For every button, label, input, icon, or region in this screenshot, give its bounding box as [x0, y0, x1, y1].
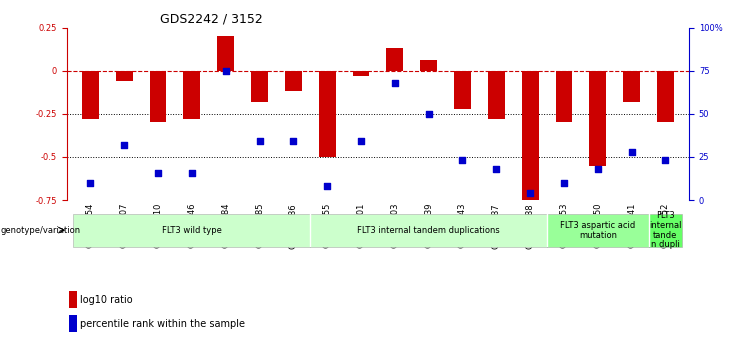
FancyBboxPatch shape	[73, 214, 310, 247]
FancyBboxPatch shape	[648, 214, 682, 247]
Bar	[319, 71, 336, 157]
Text: genotype/variation: genotype/variation	[1, 226, 81, 235]
Bar	[353, 71, 370, 76]
Point	[491, 166, 502, 172]
Bar	[657, 71, 674, 122]
Point	[422, 111, 434, 117]
FancyBboxPatch shape	[547, 214, 648, 247]
Bar	[68, 315, 77, 332]
Bar	[184, 71, 200, 119]
Point	[253, 139, 265, 144]
Point	[152, 170, 164, 175]
Bar	[454, 71, 471, 109]
Bar	[420, 60, 437, 71]
Point	[288, 139, 299, 144]
Point	[119, 142, 130, 148]
Text: FLT3 internal tandem duplications: FLT3 internal tandem duplications	[357, 226, 500, 235]
Point	[456, 158, 468, 163]
Text: log10 ratio: log10 ratio	[80, 295, 133, 305]
Point	[592, 166, 604, 172]
Text: percentile rank within the sample: percentile rank within the sample	[80, 319, 245, 329]
Text: FLT3
internal
tande
n dupli: FLT3 internal tande n dupli	[649, 211, 682, 249]
Bar	[522, 71, 539, 205]
Bar	[116, 71, 133, 81]
Bar	[251, 71, 268, 102]
Bar	[623, 71, 640, 102]
Bar	[488, 71, 505, 119]
Point	[659, 158, 671, 163]
Point	[558, 180, 570, 186]
Point	[389, 80, 401, 86]
Text: GDS2242 / 3152: GDS2242 / 3152	[160, 12, 263, 25]
Point	[84, 180, 96, 186]
Text: FLT3 wild type: FLT3 wild type	[162, 226, 222, 235]
Bar	[556, 71, 573, 122]
Point	[322, 184, 333, 189]
Bar	[386, 48, 403, 71]
Point	[220, 68, 232, 73]
Bar	[82, 71, 99, 119]
Text: FLT3 aspartic acid
mutation: FLT3 aspartic acid mutation	[560, 221, 636, 240]
Bar	[68, 291, 77, 308]
Bar	[217, 36, 234, 71]
Bar	[589, 71, 606, 166]
Point	[355, 139, 367, 144]
Bar	[150, 71, 167, 122]
Point	[625, 149, 637, 155]
Point	[186, 170, 198, 175]
FancyBboxPatch shape	[310, 214, 547, 247]
Bar	[285, 71, 302, 91]
Point	[524, 190, 536, 196]
